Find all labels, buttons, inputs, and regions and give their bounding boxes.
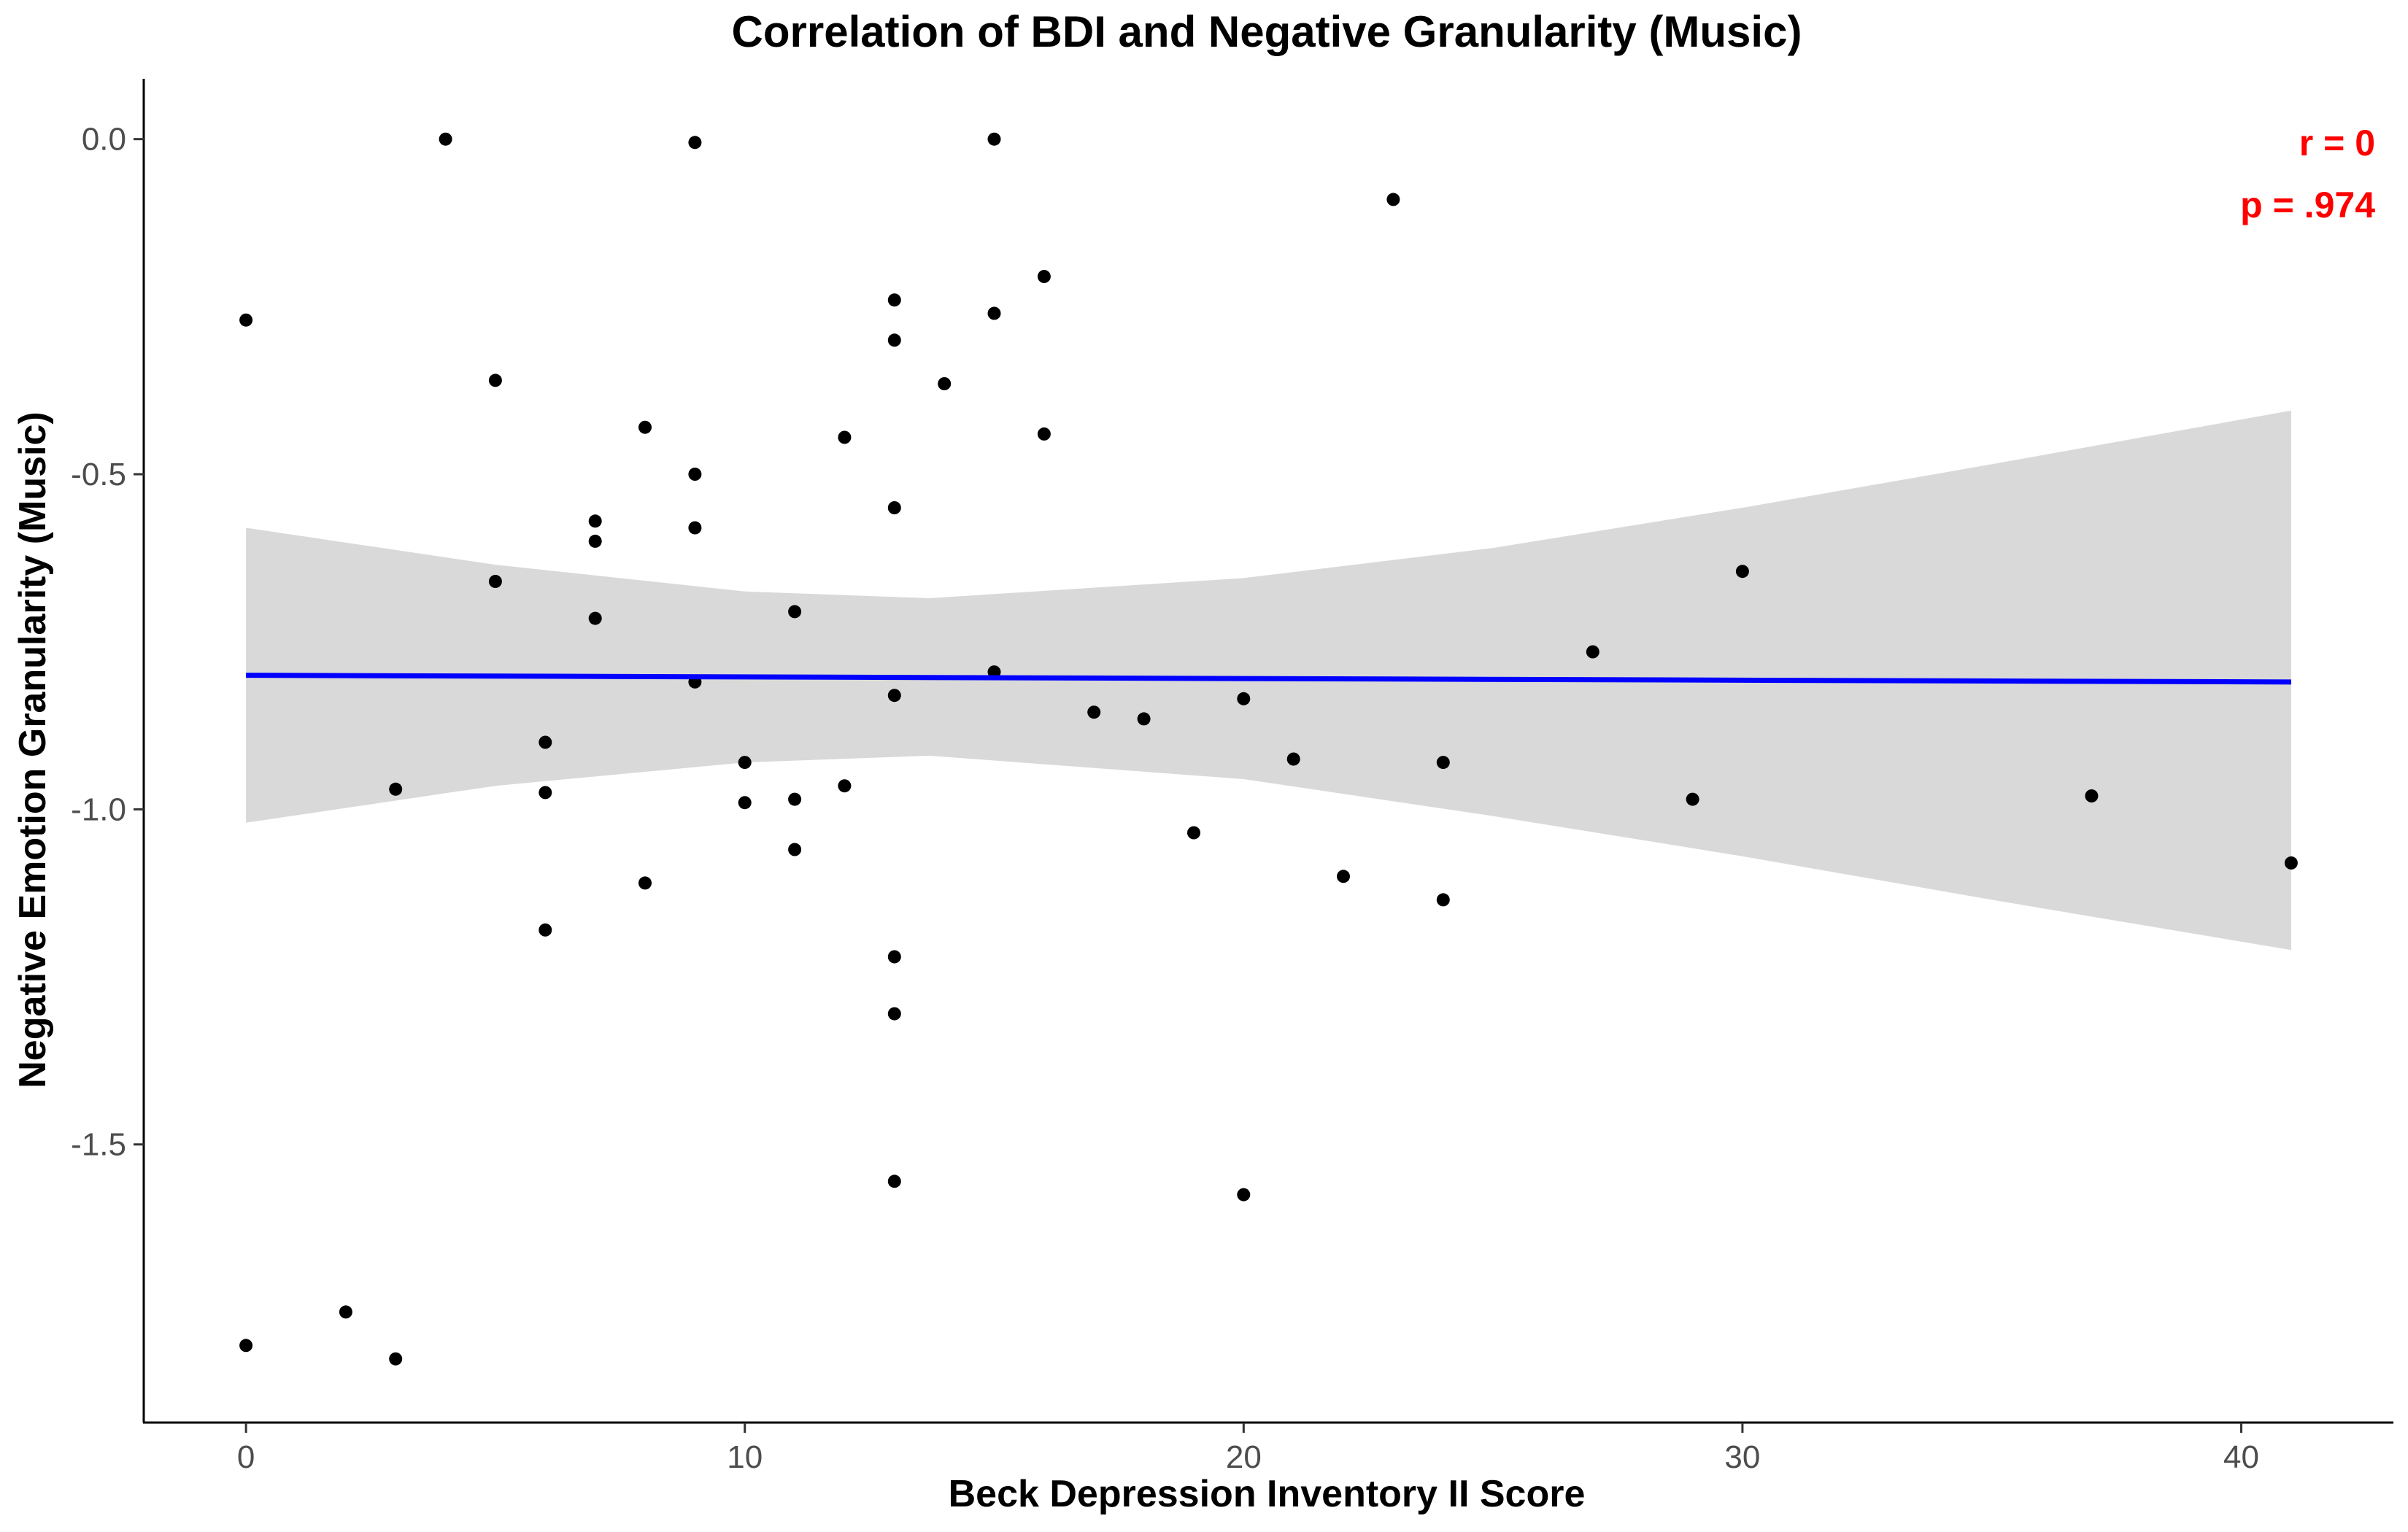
- x-tick-label-4: 40: [2223, 1439, 2259, 1475]
- y-axis-title: Negative Emotion Granularity (Music): [12, 411, 54, 1088]
- correlation-annotation: r = 0: [2299, 123, 2375, 163]
- data-point-35: [987, 132, 1001, 146]
- data-point-33: [887, 1175, 901, 1188]
- data-point-7: [488, 575, 502, 588]
- data-point-14: [638, 420, 652, 434]
- data-point-12: [588, 534, 602, 548]
- data-point-11: [588, 514, 602, 528]
- data-point-13: [588, 611, 602, 625]
- data-point-6: [488, 374, 502, 387]
- data-point-39: [1037, 427, 1051, 441]
- data-point-31: [887, 950, 901, 964]
- data-point-5: [439, 132, 452, 146]
- x-axis-ticks: 0 10 20 30 40: [237, 1423, 2259, 1475]
- data-point-23: [788, 792, 802, 806]
- data-point-29: [887, 501, 901, 514]
- x-tick-label-2: 20: [1226, 1439, 1262, 1475]
- data-point-24: [788, 843, 802, 856]
- data-point-42: [1187, 826, 1200, 840]
- data-point-10: [539, 923, 552, 937]
- data-point-44: [1237, 1188, 1251, 1202]
- data-point-21: [738, 796, 752, 810]
- data-point-8: [539, 735, 552, 749]
- data-point-9: [539, 786, 552, 800]
- data-point-34: [938, 377, 952, 390]
- data-point-49: [1436, 893, 1450, 907]
- y-tick-label-2: -1.0: [71, 792, 126, 827]
- data-point-15: [638, 876, 652, 890]
- data-point-43: [1237, 692, 1251, 705]
- data-point-48: [1436, 756, 1450, 770]
- x-tick-label-0: 0: [237, 1439, 255, 1475]
- data-point-45: [1286, 752, 1300, 766]
- data-point-26: [838, 779, 852, 793]
- y-tick-label-3: -1.5: [71, 1127, 126, 1163]
- data-point-50: [1586, 645, 1599, 659]
- data-point-18: [688, 521, 702, 535]
- data-point-36: [987, 306, 1001, 320]
- x-tick-label-3: 30: [1724, 1439, 1760, 1475]
- data-point-16: [688, 136, 702, 150]
- data-point-28: [887, 333, 901, 347]
- chart-title: Correlation of BDI and Negative Granular…: [732, 7, 1802, 56]
- data-point-54: [2284, 856, 2298, 870]
- data-point-22: [788, 605, 802, 619]
- p-value-annotation: p = .974: [2240, 185, 2375, 225]
- data-point-1: [239, 1339, 253, 1353]
- data-point-20: [738, 756, 752, 770]
- data-point-40: [1087, 705, 1101, 719]
- data-point-32: [887, 1007, 901, 1021]
- data-point-3: [389, 782, 403, 796]
- data-point-38: [1037, 270, 1051, 283]
- y-tick-label-0: 0.0: [82, 122, 126, 158]
- data-point-0: [239, 313, 253, 327]
- data-points: [239, 132, 2298, 1366]
- y-axis-ticks: 0.0 -0.5 -1.0 -1.5: [71, 122, 144, 1163]
- data-point-52: [1735, 565, 1749, 579]
- data-point-47: [1386, 193, 1400, 206]
- data-point-4: [389, 1352, 403, 1366]
- data-point-41: [1137, 712, 1151, 726]
- data-point-30: [887, 689, 901, 703]
- data-point-53: [2085, 789, 2099, 802]
- data-point-27: [887, 293, 901, 307]
- x-tick-label-1: 10: [727, 1439, 763, 1475]
- data-point-25: [838, 430, 852, 444]
- data-point-51: [1686, 792, 1699, 806]
- regression-line: [246, 673, 2291, 685]
- data-point-2: [339, 1305, 352, 1319]
- data-point-17: [688, 468, 702, 481]
- y-tick-label-1: -0.5: [71, 457, 126, 492]
- data-point-46: [1337, 870, 1350, 883]
- x-axis-title: Beck Depression Inventory II Score: [949, 1473, 1586, 1515]
